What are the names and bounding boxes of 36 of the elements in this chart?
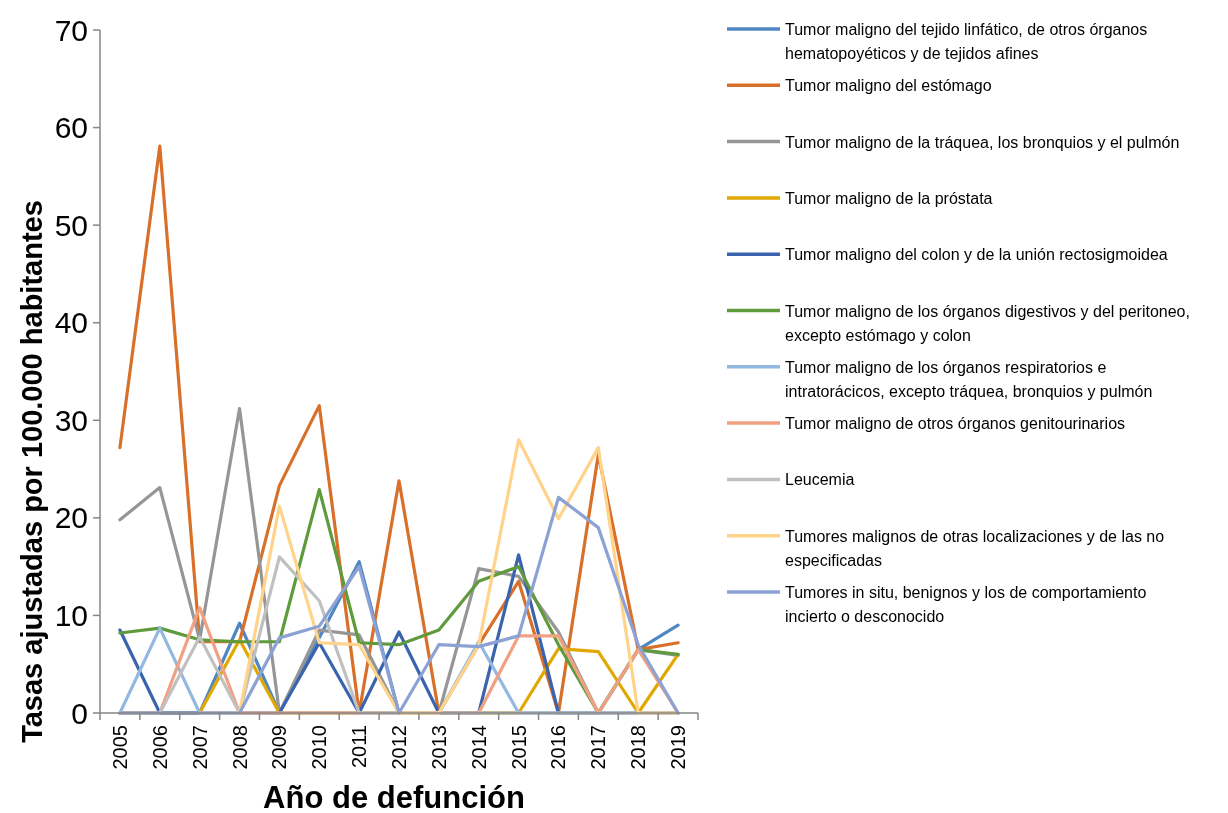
legend-label: Tumor maligno de los órganos respiratorios e intratorácicos, excepto tráquea, bronquios y pulmón	[785, 358, 1153, 400]
legend-label: Tumor maligno del estómago	[785, 77, 992, 95]
y-tick-label: 70	[54, 13, 88, 47]
legend-label: Tumor maligno de la próstata	[785, 189, 993, 207]
legend-label: Tumor maligno de otros órganos genitourinarios	[785, 415, 1126, 433]
x-tick-label: 2011	[348, 725, 371, 769]
y-tick-label: 0	[71, 696, 88, 730]
legend-label: Tumor maligno del tejido linfático, de otros órganos hematopoyéticos y de tejidos afines	[785, 21, 1148, 62]
legend-label: Tumor maligno de los órganos digestivos y del peritoneo, excepto estómago y colon	[785, 302, 1190, 344]
x-tick-label: 2013	[427, 725, 450, 770]
x-tick-label: 2006	[148, 725, 171, 770]
x-tick-label: 2010	[308, 725, 331, 770]
x-tick-label: 2008	[228, 725, 251, 770]
x-tick-label: 2012	[388, 725, 410, 770]
x-tick-label: 2019	[667, 725, 690, 770]
legend-label: Tumores in situ, benignos y los de comportamiento incierto o desconocido	[785, 584, 1147, 625]
legend-label: Tumor maligno del colon y de la unión rectosigmoidea	[785, 246, 1168, 264]
y-tick-label: 50	[54, 208, 88, 242]
x-tick-label: 2005	[108, 725, 131, 770]
x-tick-label: 2007	[188, 725, 211, 770]
x-tick-label: 2009	[268, 725, 291, 770]
x-tick-label: 2018	[627, 725, 650, 770]
x-tick-label: 2015	[507, 725, 530, 770]
y-tick-label: 30	[54, 403, 88, 437]
y-tick-label: 20	[54, 501, 88, 535]
y-tick-label: 40	[54, 306, 88, 340]
x-tick-label: 2014	[467, 725, 490, 770]
y-tick-label: 60	[54, 111, 88, 145]
legend-label: Tumor maligno de la tráquea, los bronquios y el pulmón	[785, 133, 1180, 151]
x-axis-title: Año de defunción	[263, 780, 525, 813]
legend-label: Leucemia	[785, 471, 855, 489]
y-axis-title: Tasas ajustadas por 100.000 habitantes	[16, 200, 48, 743]
x-tick-label: 2017	[587, 725, 610, 770]
x-tick-label: 2016	[547, 725, 570, 770]
y-tick-label: 10	[54, 598, 88, 632]
legend-label: Tumores malignos de otras localizaciones y de las no especificadas	[785, 527, 1165, 569]
